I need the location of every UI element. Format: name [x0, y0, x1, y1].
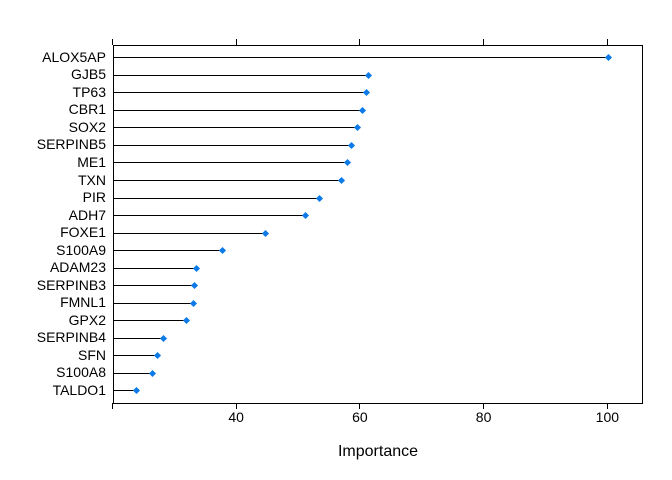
importance-dot	[343, 159, 351, 167]
importance-dot	[190, 282, 198, 290]
importance-line	[114, 215, 306, 217]
importance-dot	[364, 71, 372, 79]
gene-label: TXN	[78, 171, 106, 188]
importance-dot	[348, 141, 356, 149]
importance-line	[114, 302, 194, 304]
importance-line	[114, 57, 609, 59]
x-axis-top-tick	[235, 39, 237, 45]
importance-dot	[219, 247, 227, 255]
gene-label: FOXE1	[60, 224, 106, 241]
gene-label: SOX2	[68, 118, 106, 135]
importance-line	[114, 285, 195, 287]
x-axis-top-tick	[359, 39, 361, 45]
gene-label: CBR1	[68, 101, 106, 118]
x-tick-label: 100	[595, 409, 620, 425]
x-tick-label: 40	[228, 409, 244, 425]
importance-line	[114, 74, 369, 76]
gene-label: S100A9	[56, 241, 106, 258]
importance-dot	[337, 176, 345, 185]
x-axis-top-tick	[606, 39, 608, 45]
x-tick-label: 60	[352, 409, 368, 425]
importance-line	[114, 127, 358, 129]
importance-dot	[149, 369, 157, 377]
gene-label: FMNL1	[60, 294, 106, 311]
importance-line	[114, 180, 342, 181]
importance-line	[114, 92, 367, 94]
importance-dot	[358, 106, 366, 114]
gene-label: PIR	[82, 189, 106, 206]
x-axis-top-tick	[483, 39, 485, 45]
x-axis-tick	[606, 403, 608, 409]
importance-line	[114, 355, 158, 357]
x-tick-label: 80	[475, 409, 492, 425]
gene-label: SFN	[78, 346, 106, 363]
importance-dot	[353, 124, 361, 132]
gene-label: TALDO1	[52, 381, 106, 398]
importance-line	[114, 162, 348, 164]
gene-label: S100A8	[56, 364, 106, 381]
gene-label: SERPINB3	[36, 276, 106, 293]
importance-line	[114, 197, 320, 199]
gene-label: GJB5	[70, 66, 106, 83]
importance-dot	[315, 194, 323, 202]
importance-dot	[604, 54, 612, 62]
importance-line	[114, 232, 266, 234]
importance-dot	[133, 387, 141, 395]
x-axis-tick	[483, 403, 485, 409]
importance-line	[114, 390, 137, 392]
x-axis-tick	[111, 403, 113, 409]
importance-line	[114, 372, 153, 374]
importance-line	[114, 267, 197, 269]
gene-label: SERPINB5	[36, 136, 106, 153]
importance-line	[114, 337, 164, 339]
importance-dot	[154, 352, 162, 360]
importance-dot	[362, 89, 370, 97]
importance-dot	[193, 264, 201, 272]
importance-dot	[182, 317, 190, 325]
importance-line	[114, 144, 352, 146]
gene-label: TP63	[72, 83, 106, 100]
x-axis-title: Importance	[337, 443, 419, 460]
gene-label: ME1	[77, 153, 106, 170]
gene-label: ADH7	[68, 206, 106, 223]
gene-label: SERPINB4	[36, 329, 106, 346]
importance-line	[114, 320, 187, 322]
x-axis-tick	[359, 403, 361, 409]
importance-dot	[190, 299, 198, 307]
gene-label: ADAM23	[49, 259, 106, 276]
gene-label: GPX2	[68, 311, 106, 328]
x-axis-tick	[235, 403, 237, 409]
importance-line	[114, 250, 223, 252]
importance-dot	[301, 212, 309, 220]
plot-area	[113, 45, 643, 404]
importance-line	[114, 109, 363, 111]
importance-dot	[159, 334, 168, 342]
importance-dot	[262, 229, 270, 237]
x-axis-top-tick	[111, 39, 113, 45]
gene-label: ALOX5AP	[42, 48, 106, 65]
